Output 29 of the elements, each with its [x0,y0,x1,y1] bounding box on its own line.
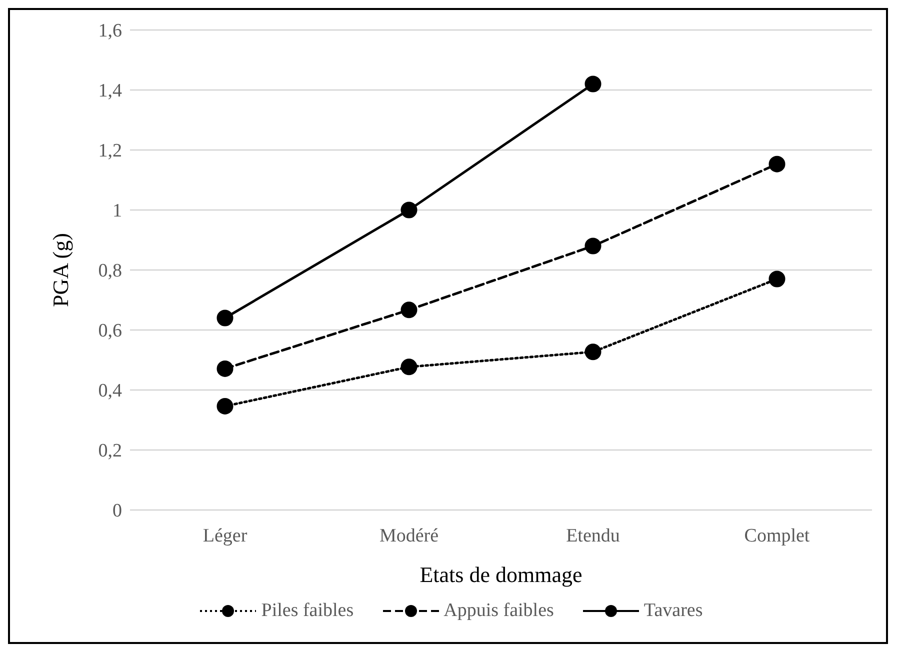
point [768,270,786,288]
point [584,76,602,92]
y-tick-label: 1,2 [98,140,122,162]
point [768,156,786,172]
legend-label: Piles faibles [261,600,354,622]
x-tick-label: Léger [202,525,248,546]
y-tick-label: 0,6 [98,320,122,342]
x-tick-label: Etendu [566,525,620,546]
y-tick-label: 0 [112,500,122,522]
point [216,310,234,326]
point [400,302,418,318]
x-tick-label: Modéré [379,525,439,546]
y-tick-label: 0,8 [98,260,122,282]
x-axis-title: Etats de dommage [420,562,582,587]
point [400,202,418,218]
y-tick-label: 0,4 [98,380,122,402]
x-tick-label: Complet [744,525,810,546]
y-axis-title: PGA (g) [48,233,73,307]
legend-label: Tavares [644,600,703,622]
point [584,238,602,254]
point [216,398,234,414]
point [400,358,418,376]
point [584,344,602,360]
y-tick-label: 0,2 [98,440,122,462]
point [216,360,234,377]
y-tick-label: 1 [112,200,122,222]
y-tick-label: 1,6 [98,20,122,42]
legend-label: Appuis faibles [444,600,554,622]
y-tick-label: 1,4 [98,80,122,102]
